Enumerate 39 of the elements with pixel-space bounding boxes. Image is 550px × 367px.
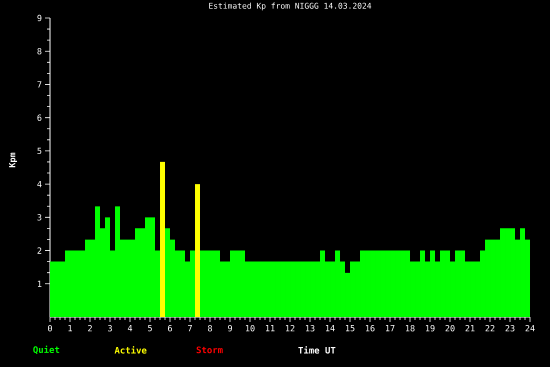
x-tick-label: 5 [148, 325, 152, 332]
x-tick-label: 6 [168, 325, 172, 332]
x-tick-label: 1 [68, 325, 72, 332]
x-tick-label: 21 [466, 325, 475, 332]
x-tick-label: 15 [346, 325, 354, 332]
y-axis-title: Kpm [9, 152, 18, 168]
y-tick-label: 3 [37, 214, 42, 221]
x-tick-label: 3 [108, 325, 112, 332]
x-tick-label: 19 [426, 325, 435, 332]
x-tick-label: 22 [486, 325, 494, 332]
text: Active [114, 346, 146, 354]
y-tick-label: 8 [37, 48, 42, 54]
x-tick-label: 4 [128, 325, 132, 332]
x-tick-label: 2 [88, 325, 92, 332]
x-tick-label: 7 [188, 325, 192, 332]
x-tick-label: 11 [266, 325, 275, 332]
x-tick-label: 10 [246, 325, 255, 332]
x-tick-label: 12 [286, 325, 294, 332]
text: Quiet [33, 346, 60, 354]
x-tick-label: 13 [306, 325, 314, 332]
x-tick-label: 14 [326, 325, 335, 332]
y-tick-label: 2 [38, 247, 42, 254]
y-tick-label: 1 [38, 280, 42, 287]
y-tick-label: 7 [37, 81, 42, 88]
y-tick-label: 4 [37, 181, 42, 188]
x-tick-label: 16 [366, 325, 375, 332]
x-axis-title: Time UT [298, 346, 336, 354]
y-tick-label: 5 [37, 148, 42, 154]
x-tick-label: 18 [406, 325, 415, 332]
x-tick-label: 8 [208, 325, 212, 332]
y-tick-label: 9 [37, 14, 42, 22]
x-tick-label: 9 [228, 325, 232, 332]
legend-label: Storm [196, 346, 223, 354]
x-tick-label: 0 [48, 325, 52, 332]
x-tick-label: 23 [506, 325, 514, 332]
y-tick-label: 6 [37, 114, 42, 121]
x-tick-label: 24 [526, 325, 535, 332]
x-tick-label: 17 [386, 325, 394, 332]
x-tick-label: 20 [446, 325, 455, 332]
